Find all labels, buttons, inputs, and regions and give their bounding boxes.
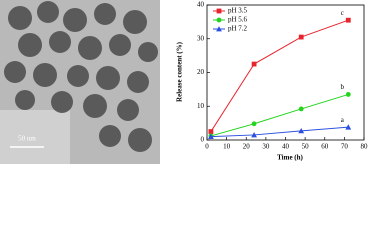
marker xyxy=(251,132,257,138)
y-tick-label: 0 xyxy=(201,136,205,144)
tem-image: 50 nm xyxy=(0,0,160,164)
y-tick-label: 40 xyxy=(197,1,205,9)
annotation: c xyxy=(341,9,344,17)
x-tick-label: 10 xyxy=(223,143,231,151)
legend-label: pH 3.5 xyxy=(228,7,248,15)
x-tick-label: 0 xyxy=(205,143,209,151)
marker xyxy=(208,129,214,134)
x-tick-label: 60 xyxy=(321,143,329,151)
x-axis-label: Time (h) xyxy=(277,154,303,162)
scale-bar-label: 50 nm xyxy=(18,135,36,143)
marker xyxy=(208,133,214,140)
marker xyxy=(298,106,304,112)
legend-label: pH 5.6 xyxy=(228,16,248,24)
marker xyxy=(251,61,257,67)
marker xyxy=(298,127,305,134)
y-tick-label: 20 xyxy=(197,68,205,76)
series-line xyxy=(210,93,349,137)
legend-label: pH 7.2 xyxy=(228,25,248,33)
x-tick-label: 20 xyxy=(243,143,251,151)
marker xyxy=(345,124,352,130)
x-tick-label: 40 xyxy=(282,143,290,151)
marker xyxy=(298,34,304,40)
y-axis-label: Release content (%) xyxy=(176,41,184,102)
series-line xyxy=(210,19,349,132)
marker xyxy=(345,17,351,23)
x-tick-label: 50 xyxy=(302,143,310,151)
annotation: a xyxy=(341,116,345,124)
marker xyxy=(251,121,257,127)
legend-marker xyxy=(216,26,222,32)
x-tick-label: 80 xyxy=(361,143,369,151)
y-tick-label: 10 xyxy=(197,102,205,110)
legend-marker xyxy=(216,17,222,23)
y-tick-label: 30 xyxy=(197,34,205,42)
annotation: b xyxy=(341,83,345,91)
figure: 50 nm Time (h) Release content (%) 0 10 20… xyxy=(0,0,368,164)
legend-marker xyxy=(216,8,222,14)
x-tick-label: 70 xyxy=(341,143,349,151)
marker xyxy=(345,92,351,97)
series-line xyxy=(210,126,349,138)
x-tick-label: 30 xyxy=(262,143,270,151)
chart: Time (h) Release content (%) 0 10 20 30 40 50… xyxy=(176,1,368,162)
